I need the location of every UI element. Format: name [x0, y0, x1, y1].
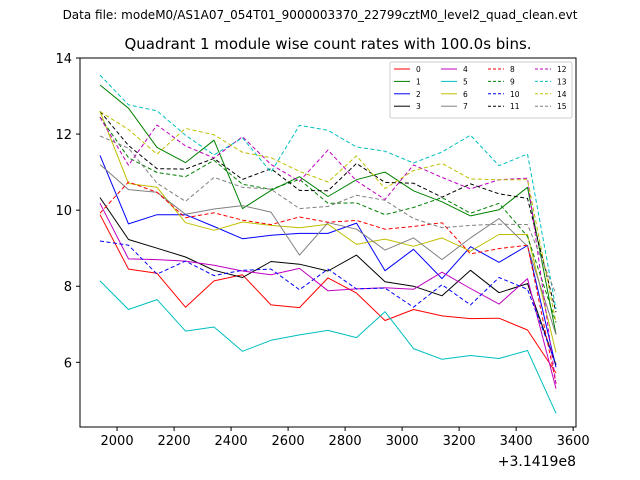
x-offset-label: +3.1419e8 — [498, 454, 576, 470]
x-axis: 2000 2200 2400 2600 2800 3000 3200 3400 3600 — [101, 427, 590, 449]
x-tick-label: 3400 — [500, 434, 533, 449]
series-line-12 — [99, 117, 557, 385]
legend-label: 0 — [416, 65, 421, 74]
legend-label: 3 — [416, 102, 421, 111]
series-line-9 — [99, 116, 557, 323]
legend-label: 13 — [557, 77, 567, 86]
legend-label: 14 — [557, 90, 567, 99]
axes-frame — [79, 57, 577, 428]
series-line-6 — [99, 111, 557, 353]
y-tick-label: 8 — [64, 280, 72, 295]
legend-label: 1 — [416, 77, 421, 86]
x-tick-label: 2200 — [158, 434, 191, 449]
legend-label: 10 — [510, 90, 520, 99]
legend-label: 12 — [557, 65, 567, 74]
x-tick-label: 2600 — [272, 434, 305, 449]
legend-label: 2 — [416, 90, 421, 99]
series-line-0 — [99, 214, 557, 374]
legend-label: 15 — [557, 102, 567, 111]
legend-label: 4 — [463, 65, 468, 74]
series-line-8 — [99, 181, 557, 384]
y-tick-label: 10 — [55, 204, 72, 219]
series-line-15 — [99, 135, 557, 295]
chart-title: Quadrant 1 module wise count rates with … — [124, 35, 531, 53]
x-tick-label: 2800 — [329, 434, 362, 449]
x-tick-label: 3000 — [386, 434, 419, 449]
plot-area — [99, 74, 557, 414]
legend-label: 5 — [463, 77, 468, 86]
series-line-4 — [99, 203, 557, 389]
data-file-label: Data file: modeM0/AS1A07_054T01_90000033… — [63, 8, 578, 22]
series-line-5 — [99, 280, 557, 414]
legend-label: 8 — [510, 65, 515, 74]
legend-label: 9 — [510, 77, 515, 86]
series-line-3 — [99, 197, 557, 366]
x-tick-label: 2400 — [215, 434, 248, 449]
x-tick-label: 3600 — [557, 434, 590, 449]
x-tick-label: 2000 — [101, 434, 134, 449]
y-axis: 6 8 10 12 14 — [55, 52, 80, 371]
legend-label: 7 — [463, 102, 468, 111]
y-tick-label: 12 — [55, 128, 72, 143]
y-tick-label: 6 — [64, 356, 72, 371]
x-tick-label: 3200 — [443, 434, 476, 449]
series-line-11 — [99, 110, 557, 313]
y-tick-label: 14 — [55, 52, 72, 67]
series-line-14 — [99, 111, 557, 323]
legend-box — [389, 61, 573, 119]
series-line-1 — [99, 84, 557, 335]
legend-label: 11 — [510, 102, 520, 111]
series-line-10 — [99, 240, 557, 365]
legend-label: 6 — [463, 90, 468, 99]
